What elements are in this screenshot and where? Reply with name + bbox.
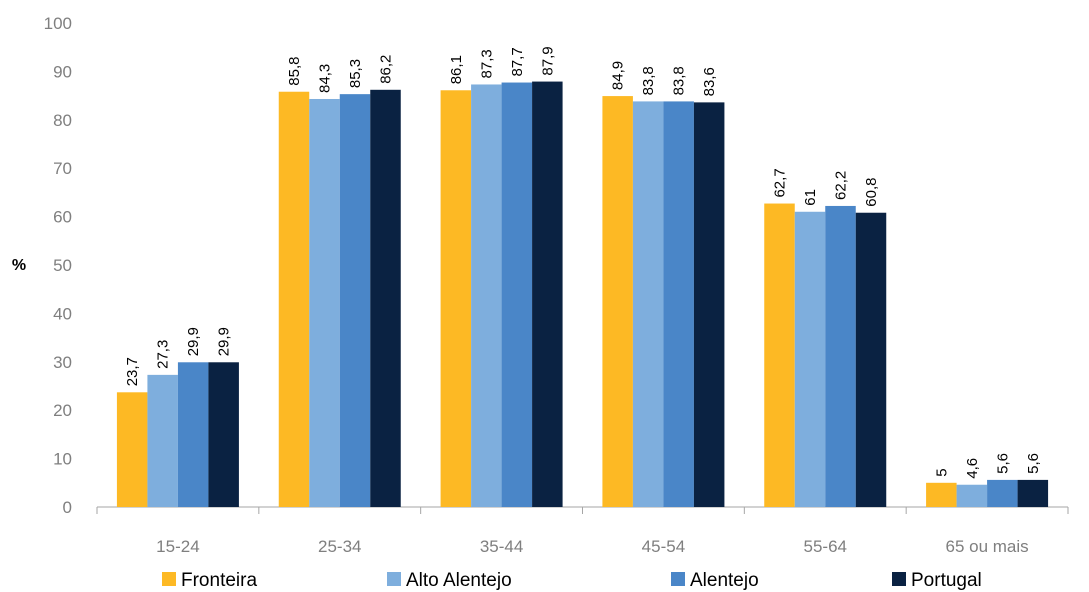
bar: [339, 94, 371, 507]
legend-swatch: [387, 572, 401, 586]
bar: [177, 362, 209, 507]
y-tick-label: 100: [44, 14, 72, 33]
y-tick-label: 60: [53, 208, 72, 227]
data-label: 87,9: [539, 46, 556, 75]
data-label: 83,6: [701, 67, 718, 96]
bar: [208, 362, 239, 507]
data-label: 62,7: [772, 168, 789, 197]
bar: [855, 212, 887, 507]
y-tick-label: 20: [53, 401, 72, 420]
data-label: 86,1: [448, 55, 465, 84]
bar: [501, 82, 533, 508]
data-label: 23,7: [124, 357, 141, 386]
x-tick-label: 35-44: [480, 537, 523, 556]
data-label: 84,9: [610, 61, 627, 90]
bar: [147, 374, 178, 507]
legend-swatch: [162, 572, 176, 586]
data-label: 5,6: [1025, 453, 1042, 474]
legend-swatch: [671, 572, 685, 586]
data-label: 5: [933, 468, 950, 476]
legend-swatch: [892, 572, 906, 586]
data-label: 61: [802, 189, 819, 206]
x-tick-label: 55-64: [804, 537, 847, 556]
y-tick-label: 40: [53, 304, 72, 323]
legend-label: Alto Alentejo: [406, 570, 512, 591]
data-label: 83,8: [640, 66, 657, 95]
bar: [602, 96, 633, 508]
y-tick-label: 70: [53, 159, 72, 178]
data-label: 27,3: [155, 340, 172, 369]
x-tick-label: 45-54: [642, 537, 685, 556]
data-label: 29,9: [216, 327, 233, 356]
bar: [309, 98, 340, 507]
bar: [794, 211, 826, 507]
bar: [440, 90, 472, 507]
bar: [926, 482, 957, 507]
bar: [1017, 479, 1049, 507]
bar: [278, 91, 310, 507]
bar: [693, 102, 725, 507]
data-label: 87,3: [478, 49, 495, 78]
bar: [370, 89, 401, 508]
y-tick-label: 50: [53, 256, 72, 275]
bar: [532, 81, 563, 508]
data-label: 87,7: [509, 47, 526, 76]
data-label: 62,2: [833, 171, 850, 200]
bar: [956, 484, 988, 507]
y-tick-label: 80: [53, 111, 72, 130]
bar: [825, 205, 856, 507]
x-tick-label: 25-34: [318, 537, 361, 556]
legend-label: Fronteira: [181, 570, 257, 591]
data-label: 83,8: [671, 66, 688, 95]
y-axis-label: %: [12, 257, 26, 274]
data-label: 5,6: [994, 453, 1011, 474]
bar: [632, 101, 664, 508]
bar: [987, 479, 1018, 507]
data-label: 85,8: [286, 57, 303, 86]
data-label: 29,9: [185, 327, 202, 356]
y-tick-label: 10: [53, 450, 72, 469]
data-label: 84,3: [317, 64, 334, 93]
bar: [764, 203, 795, 508]
bar: [471, 84, 502, 507]
y-tick-label: 30: [53, 353, 72, 372]
x-tick-label: 15-24: [156, 537, 199, 556]
data-label: 86,2: [378, 55, 395, 84]
legend-label: Alentejo: [690, 570, 759, 591]
legend-label: Portugal: [911, 570, 982, 591]
y-tick-label: 0: [63, 498, 72, 517]
data-label: 60,8: [863, 178, 880, 207]
bar: [663, 101, 694, 508]
y-tick-label: 90: [53, 62, 72, 81]
data-label: 4,6: [964, 458, 981, 479]
data-label: 85,3: [347, 59, 364, 88]
x-tick-label: 65 ou mais: [945, 537, 1028, 556]
bar: [116, 392, 148, 507]
